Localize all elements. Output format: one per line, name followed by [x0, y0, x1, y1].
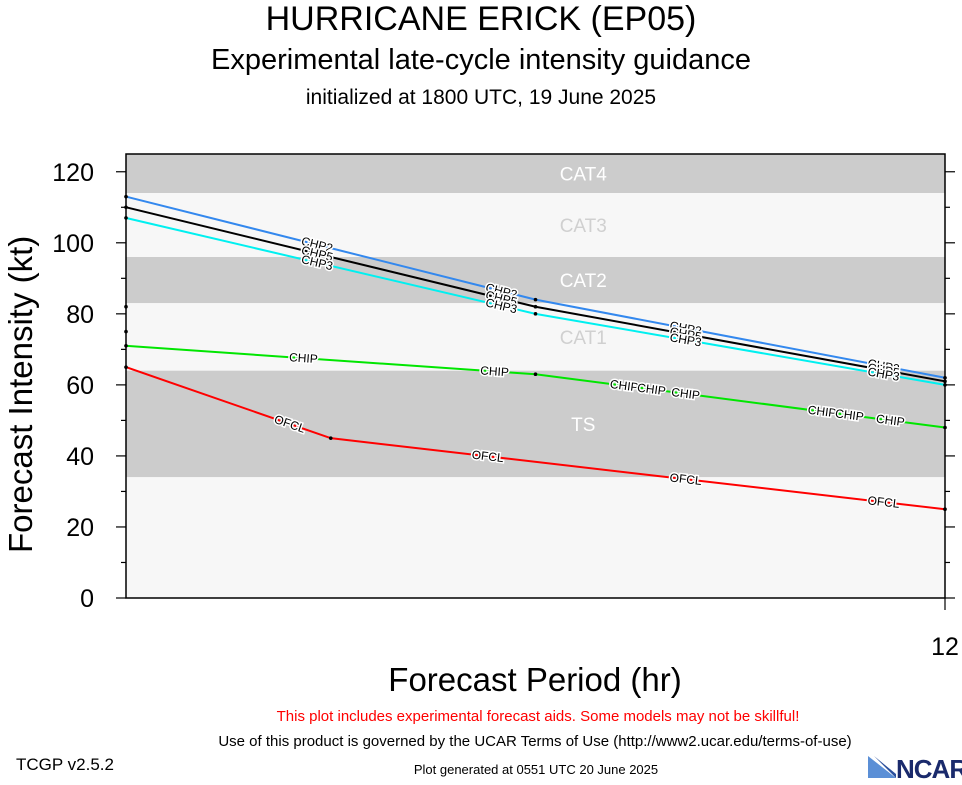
x-axis-label: Forecast Period (hr) [388, 661, 682, 698]
chart-subtitle: Experimental late-cycle intensity guidan… [211, 44, 751, 76]
y-tick-label: 100 [52, 230, 94, 258]
chart-title: HURRICANE ERICK (EP05) [265, 0, 697, 38]
series-label-text: CHIP [636, 381, 666, 399]
series-label-ofcl: OFCL [667, 469, 704, 490]
band-label-ts: TS [571, 415, 595, 436]
y-axis-label: Forecast Intensity (kt) [2, 235, 39, 553]
plot-frame [125, 153, 946, 599]
intensity-band-cat2 [126, 257, 945, 304]
series-label-chip: CHIP [806, 401, 839, 422]
series-label-text: OFCL [471, 448, 505, 466]
series-label-ofcl: OFCL [470, 446, 507, 467]
generated-timestamp: Plot generated at 0551 UTC 20 June 2025 [413, 762, 659, 777]
y-tick-label: 80 [66, 301, 94, 329]
band-label-cat3: CAT3 [560, 216, 607, 237]
ncar-swoosh-icon [868, 756, 896, 778]
series-label-text: CHIP [671, 385, 701, 403]
series-label-chip: CHIP [669, 383, 702, 404]
y-tick-label: 0 [80, 585, 94, 613]
y-tick-label: 40 [66, 443, 94, 471]
band-label-cat1: CAT1 [560, 328, 607, 349]
series-label-text: OFCL [867, 493, 901, 511]
data-point-chp3 [533, 312, 538, 316]
band-label-cat2: CAT2 [560, 271, 607, 292]
y-tick-label: 120 [52, 159, 94, 187]
series-label-chip: CHIP [608, 375, 641, 396]
intensity-bands [126, 154, 945, 598]
terms-of-use-text: Use of this product is governed by the U… [218, 733, 852, 750]
series-label-chip: CHIP [635, 379, 668, 400]
series-label-chip: CHIP [478, 362, 511, 381]
axes: 0 20 40 60 80 100 120 12 [52, 153, 959, 661]
band-label-cat4: CAT4 [560, 165, 608, 186]
series-label-chip: CHIP [833, 405, 866, 426]
intensity-band-cat3 [126, 193, 945, 258]
data-point-chp2 [533, 297, 538, 302]
ncar-logo: NCAR [866, 752, 962, 784]
series-label-text: CHIP [609, 377, 639, 395]
series-label-text: CHIP [807, 403, 837, 421]
series-label-text: CHIP [289, 350, 319, 366]
series-label-text: CHIP [875, 412, 905, 430]
data-point-chp5 [533, 304, 538, 309]
data-point-ofcl [328, 436, 333, 440]
series-label-chip: CHIP [874, 410, 907, 431]
disclaimer-text: This plot includes experimental forecast… [276, 708, 800, 725]
y-tick-label: 20 [66, 514, 94, 542]
ncar-logo-text: NCAR [896, 754, 962, 784]
series-label-text: OFCL [669, 470, 703, 488]
intensity-band-td [126, 477, 945, 598]
intensity-band-cat4 [126, 154, 945, 194]
series-label-chip: CHIP [287, 349, 320, 368]
series-label-ofcl: OFCL [865, 492, 902, 513]
series-label-text: CHIP [834, 406, 864, 424]
version-label: TCGP v2.5.2 [16, 755, 114, 774]
intensity-band-ts [126, 370, 945, 478]
initialization-time: initialized at 1800 UTC, 19 June 2025 [305, 86, 657, 109]
data-point-chip [533, 372, 538, 377]
band-labels: CAT4 CAT3 CAT2 CAT1 TS [560, 165, 608, 436]
x-tick-label: 12 [931, 633, 959, 661]
series-label-text: CHIP [480, 363, 510, 379]
y-tick-label: 60 [66, 372, 94, 400]
